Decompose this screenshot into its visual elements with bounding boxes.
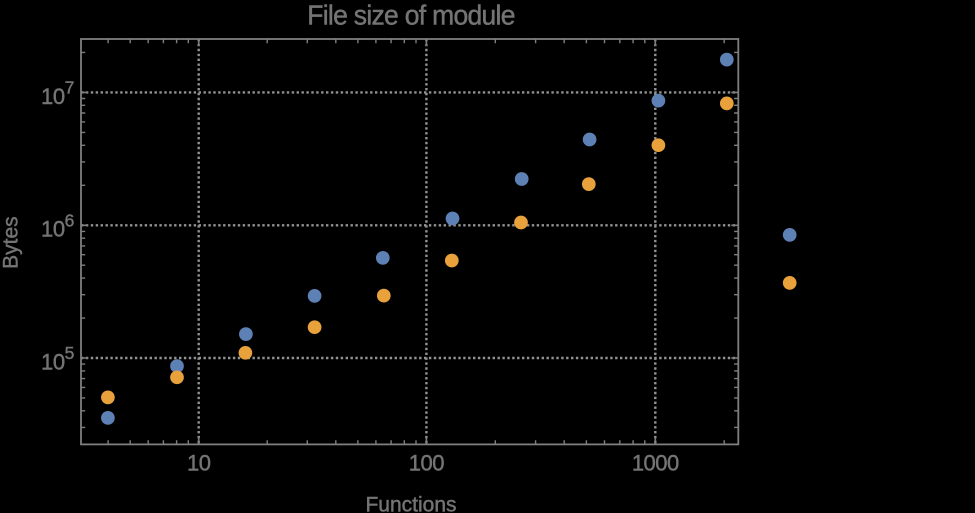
svg-text:1000: 1000 xyxy=(632,451,679,476)
svg-text:107: 107 xyxy=(41,78,74,109)
svg-text:100: 100 xyxy=(409,451,444,476)
svg-text:10: 10 xyxy=(187,451,211,476)
svg-text:File size of module: File size of module xyxy=(307,0,514,31)
svg-text:Bytes: Bytes xyxy=(0,216,22,269)
svg-text:Functions: Functions xyxy=(365,493,456,513)
